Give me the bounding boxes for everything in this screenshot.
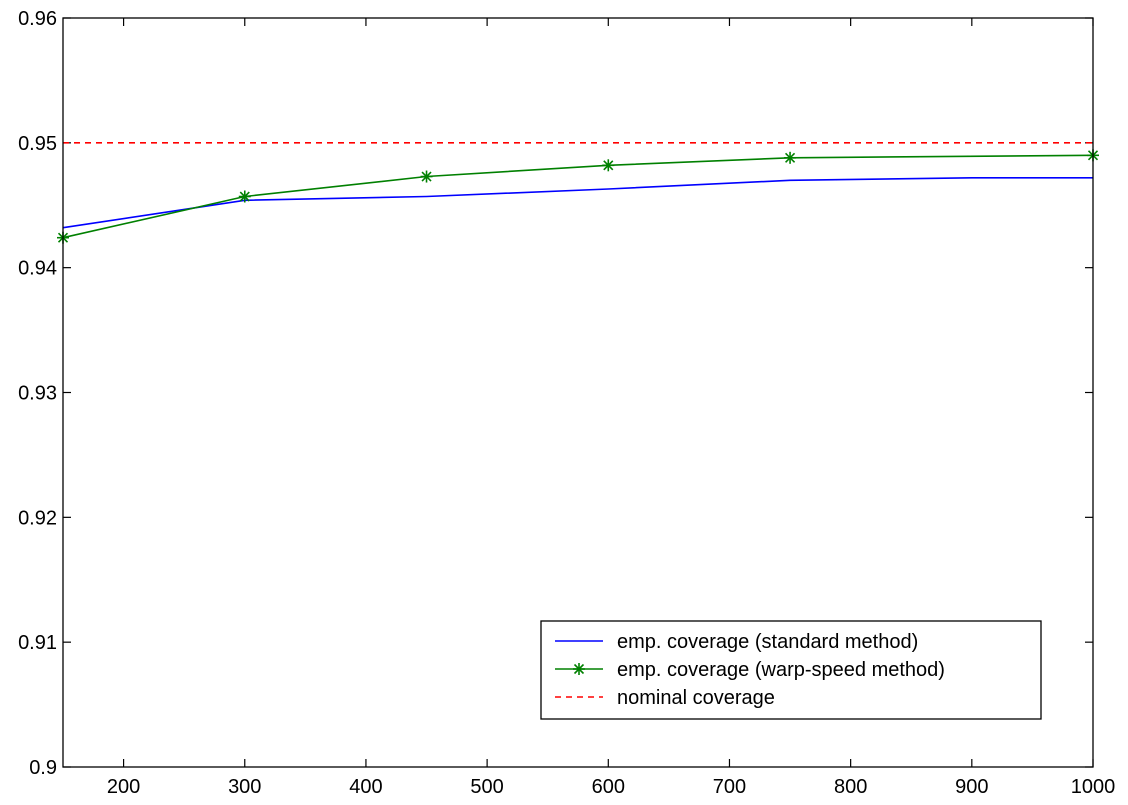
series-2-point xyxy=(784,151,797,164)
y-tick-label: 0.92 xyxy=(18,507,57,529)
y-tick-label: 0.94 xyxy=(18,258,57,280)
x-tick-label: 300 xyxy=(228,776,261,798)
legend-label-2: emp. coverage (warp-speed method) xyxy=(617,659,945,681)
x-tick-label: 800 xyxy=(834,776,867,798)
plot-area-frame xyxy=(62,17,1094,768)
y-tick-label: 0.96 xyxy=(18,8,57,30)
series-lines xyxy=(62,142,1094,239)
x-tick-label: 900 xyxy=(955,776,988,798)
legend-label-3: nominal coverage xyxy=(617,687,775,709)
x-tick-label: 200 xyxy=(107,776,140,798)
y-tick-label: 0.91 xyxy=(18,632,57,654)
legend-marker-2 xyxy=(573,663,585,675)
legend-label-1: emp. coverage (standard method) xyxy=(617,631,918,653)
legend-items: emp. coverage (standard method) emp. cove… xyxy=(555,631,945,709)
star-stroke xyxy=(573,663,585,675)
x-axis-tick-labels: 200 300 400 500 600 700 800 900 1000 xyxy=(107,776,1115,798)
x-tick-label: 1000 xyxy=(1071,776,1116,798)
series-2-point xyxy=(238,190,251,203)
y-tick-label: 0.95 xyxy=(18,133,57,155)
series-2-point xyxy=(420,170,433,183)
star-stroke xyxy=(603,160,614,171)
series-line-2 xyxy=(62,154,1094,239)
series-markers xyxy=(57,149,1099,244)
legend-box xyxy=(540,620,1042,720)
x-tick-label: 400 xyxy=(349,776,382,798)
star-stroke xyxy=(784,152,796,163)
series-2-point xyxy=(602,159,615,172)
x-tick-label: 500 xyxy=(470,776,503,798)
x-tick-label: 700 xyxy=(713,776,746,798)
y-tick-label: 0.93 xyxy=(18,383,57,405)
legend: emp. coverage (standard method) emp. cove… xyxy=(540,620,1042,720)
x-tick-label: 600 xyxy=(592,776,625,798)
y-tick-label: 0.9 xyxy=(29,757,57,779)
star-stroke xyxy=(239,191,250,202)
star-stroke xyxy=(421,171,432,182)
y-axis-tick-labels: 0.9 0.91 0.92 0.93 0.94 0.95 0.96 xyxy=(18,8,57,779)
